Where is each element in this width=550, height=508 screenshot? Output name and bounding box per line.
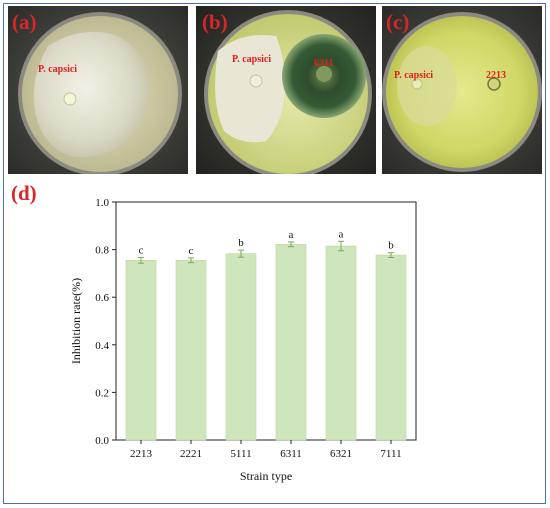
x-tick-label: 2221 xyxy=(180,448,202,460)
bar-chart: 0.0 0.2 0.4 0.6 0.8 1.0 c 2213 c 2221 b 5111 a 6311 a 6… xyxy=(69,197,417,483)
x-tick-label: 5111 xyxy=(230,448,251,460)
significance-label: a xyxy=(289,229,294,241)
figure-frame xyxy=(3,3,546,504)
bar xyxy=(375,254,407,441)
significance-label: a xyxy=(339,228,344,240)
y-tick-label: 0.6 xyxy=(95,292,109,304)
panel-label-a: (a) xyxy=(12,10,37,34)
dish-label-pathogen-a: P. capsici xyxy=(38,64,78,75)
significance-label: c xyxy=(189,245,194,257)
panel-label-c: (c) xyxy=(386,10,410,34)
x-tick-label: 2213 xyxy=(130,448,153,460)
chart-panel-d: 0.0 0.2 0.4 0.6 0.8 1.0 c 2213 c 2221 b 5111 a 6311 a 6… xyxy=(0,178,550,500)
panel-label-b: (b) xyxy=(202,10,228,34)
photo-panel-b: (b) P. capsici 6311 xyxy=(196,6,376,174)
y-axis-title: Inhibition rate(%) xyxy=(69,278,83,364)
y-tick-label: 0.4 xyxy=(95,340,109,352)
dish-label-strain-b: 6311 xyxy=(314,58,334,69)
significance-label: c xyxy=(139,244,144,256)
x-tick-label: 7111 xyxy=(380,448,401,460)
bar xyxy=(225,253,257,441)
y-tick-label: 0.2 xyxy=(95,387,109,399)
dish-label-strain-c: 2213 xyxy=(486,70,506,81)
bar xyxy=(275,244,307,441)
y-tick-label: 1.0 xyxy=(95,197,109,209)
x-axis-title: Strain type xyxy=(240,469,292,483)
photo-panel-a: (a) P. capsici xyxy=(8,6,188,174)
significance-label: b xyxy=(388,240,394,252)
plot-frame xyxy=(115,201,417,441)
x-tick-label: 6311 xyxy=(280,448,302,460)
panel-label-d: (d) xyxy=(11,181,37,205)
bar xyxy=(325,245,357,441)
y-tick-label: 0.0 xyxy=(95,435,109,447)
significance-label: b xyxy=(238,237,244,249)
x-tick-label: 6321 xyxy=(330,448,352,460)
bar xyxy=(175,260,207,441)
dish-label-pathogen-b: P. capsici xyxy=(232,54,272,65)
y-tick-label: 0.8 xyxy=(95,245,109,257)
bar xyxy=(125,260,157,441)
dish-label-pathogen-c: P. capsici xyxy=(394,70,434,81)
photo-panel-c: (c) P. capsici 2213 xyxy=(382,6,542,174)
